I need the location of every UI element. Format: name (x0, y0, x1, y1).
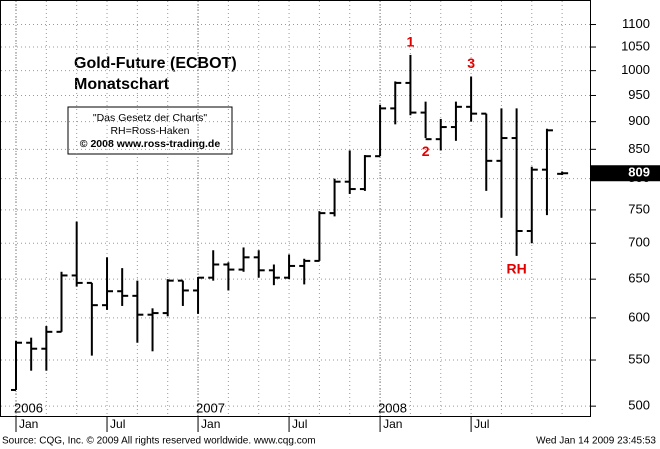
source: Source: CQG, Inc. © 2009 All rights rese… (2, 436, 316, 447)
chart-title: Gold-Future (ECBOT) (74, 55, 237, 72)
x-tick-label: Jan (19, 417, 38, 431)
y-tick-label: 650 (628, 271, 650, 286)
year-label: 2008 (378, 400, 407, 415)
x-tick-label: Jul (292, 417, 307, 431)
year-label: 2006 (14, 400, 43, 415)
y-tick-label: 1100 (622, 16, 650, 31)
y-tick-label: 850 (628, 141, 650, 156)
x-tick-label: Jan (383, 417, 402, 431)
info-line: © 2008 www.ross-trading.de (80, 138, 221, 150)
x-tick-label: Jul (474, 417, 489, 431)
y-tick-label: 750 (628, 201, 650, 216)
x-tick-label: Jul (110, 417, 125, 431)
y-tick-label: 700 (628, 235, 650, 250)
last-price-label: 809 (628, 165, 650, 180)
timestamp: Wed Jan 14 2009 23:45:53 (536, 436, 656, 447)
y-tick-label: 500 (628, 398, 650, 413)
y-tick-label: 1000 (621, 62, 650, 77)
annotation: 3 (467, 55, 475, 71)
info-line: "Das Gesetz der Charts" (93, 112, 208, 124)
y-tick-label: 1050 (621, 38, 650, 53)
y-tick-label: 950 (628, 87, 650, 102)
year-label: 2007 (196, 400, 225, 415)
annotation: RH (506, 261, 526, 277)
annotation: 2 (422, 143, 430, 159)
y-tick-label: 550 (628, 351, 650, 366)
chart-subtitle: Monatschart (74, 76, 170, 93)
info-box (67, 106, 233, 155)
y-tick-label: 600 (628, 309, 650, 324)
info-line: RH=Ross-Haken (110, 125, 189, 137)
y-tick-label: 900 (628, 113, 650, 128)
last-price-box (590, 165, 660, 182)
annotation: 1 (407, 34, 415, 50)
x-tick-label: Jan (201, 417, 220, 431)
plot-frame (0, 0, 591, 417)
